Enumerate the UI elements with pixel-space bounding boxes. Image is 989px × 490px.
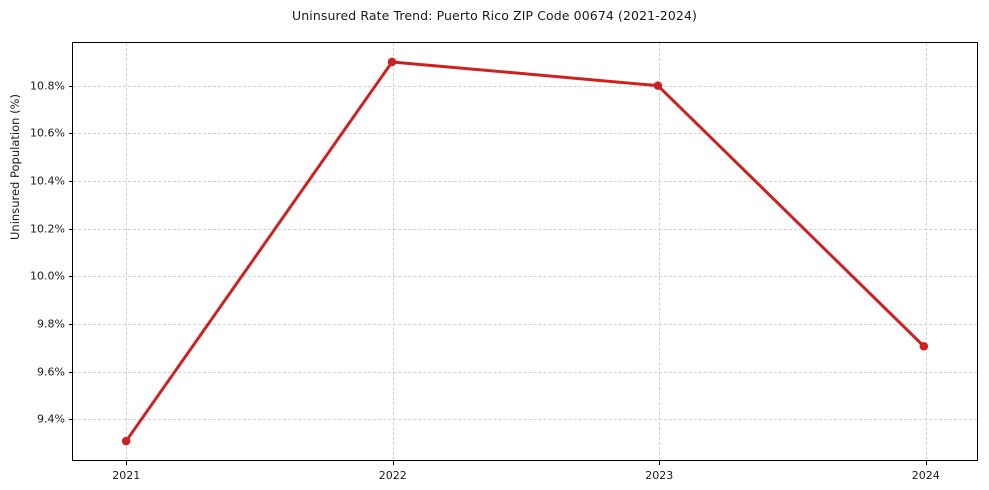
- gridline-horizontal: [73, 419, 977, 421]
- gridline-horizontal: [73, 371, 977, 373]
- y-axis-label: Uninsured Population (%): [8, 94, 22, 240]
- y-tick-label: 10.4%: [30, 174, 65, 188]
- y-tick-mark: [68, 181, 73, 183]
- x-tick-label: 2021: [112, 469, 141, 482]
- x-tick-label: 2022: [378, 469, 407, 482]
- chart-title: Uninsured Rate Trend: Puerto Rico ZIP Co…: [292, 8, 697, 23]
- y-tick-label: 9.8%: [37, 317, 65, 331]
- y-tick-mark: [68, 133, 73, 135]
- y-tick-label: 9.6%: [37, 365, 65, 379]
- x-tick-label: 2023: [645, 469, 674, 482]
- gridline-horizontal: [73, 323, 977, 325]
- x-tick-mark: [392, 460, 394, 465]
- x-tick-mark: [925, 460, 927, 465]
- gridline-vertical: [659, 43, 661, 460]
- plot-area: 9.4% 9.6% 9.8% 10.0% 10.2% 10.4% 10.6% 10.8% 20…: [30, 42, 978, 482]
- gridline-horizontal: [73, 85, 977, 87]
- x-tick-mark: [659, 460, 661, 465]
- y-tick-mark: [68, 276, 73, 278]
- y-tick-label: 10.6%: [30, 126, 65, 140]
- series-markers: [121, 57, 929, 446]
- gridline-vertical: [925, 43, 927, 460]
- y-tick-label: 9.4%: [37, 412, 65, 426]
- series-line-uninsured: [124, 60, 926, 443]
- y-tick-mark: [68, 85, 73, 87]
- gridline-horizontal: [73, 276, 977, 278]
- gridline-horizontal: [73, 228, 977, 230]
- data-series-layer: [121, 57, 929, 446]
- y-tick-mark: [68, 323, 73, 325]
- y-tick-mark: [68, 228, 73, 230]
- data-point-marker: [919, 341, 929, 351]
- gridline-vertical: [392, 43, 394, 460]
- gridline-vertical: [126, 43, 128, 460]
- x-tick-label: 2024: [911, 469, 940, 482]
- y-tick-label: 10.2%: [30, 222, 65, 236]
- y-tick-mark: [68, 419, 73, 421]
- gridline-horizontal: [73, 181, 977, 183]
- y-tick-label: 10.8%: [30, 79, 65, 93]
- y-tick-mark: [68, 371, 73, 373]
- y-tick-label: 10.0%: [30, 269, 65, 283]
- x-tick-mark: [126, 460, 128, 465]
- gridline-horizontal: [73, 133, 977, 135]
